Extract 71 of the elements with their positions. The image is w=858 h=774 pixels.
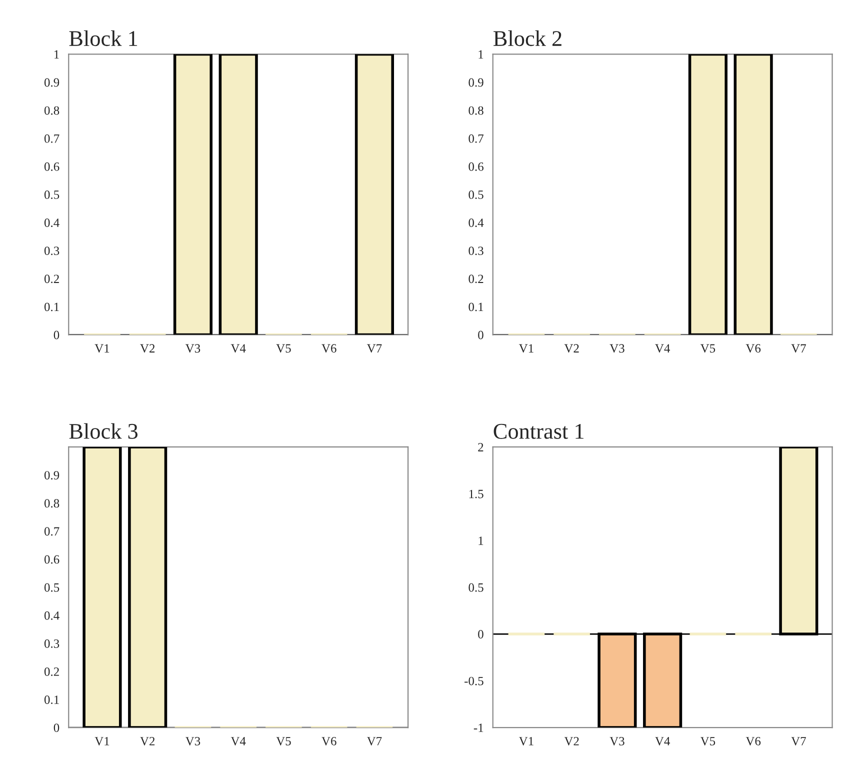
y-tick-label: 0.7 — [44, 134, 60, 143]
y-tick-label: 0 — [54, 330, 60, 340]
y-tick-label: 0.8 — [44, 106, 60, 115]
y-tick-label: 0.2 — [44, 274, 59, 284]
x-tick-label: V5 — [700, 737, 716, 746]
chart-title: Contrast 1 — [494, 424, 584, 439]
x-tick-label: V7 — [791, 737, 806, 746]
y-tick-label: 0.6 — [44, 555, 60, 564]
x-tick-label: V3 — [610, 736, 624, 746]
x-tick-label: V3 — [185, 736, 200, 746]
y-tick-label: 0 — [478, 630, 484, 638]
y-tick-label: 0.4 — [44, 611, 60, 620]
x-tick-label: V6 — [746, 344, 761, 353]
x-tick-label: V7 — [791, 344, 806, 353]
x-tick-label: V5 — [700, 344, 716, 353]
y-tick-label: 0.3 — [44, 246, 60, 256]
y-tick-label: 2 — [478, 443, 484, 452]
y-tick-label: 1.5 — [469, 490, 484, 498]
chart-title: Block 2 — [494, 30, 562, 46]
y-tick-label: 0.5 — [44, 583, 60, 592]
y-tick-label: 0.9 — [44, 78, 60, 87]
y-tick-label: 1 — [478, 50, 484, 59]
y-tick-label: 0.7 — [468, 134, 484, 143]
x-tick-label: V1 — [518, 344, 534, 353]
y-tick-label: 0 — [54, 724, 60, 732]
x-tick-label: V4 — [230, 737, 246, 746]
x-tick-label: V1 — [94, 344, 110, 353]
x-tick-label: V7 — [366, 344, 382, 353]
x-tick-label: V6 — [322, 736, 336, 746]
x-tick-label: V1 — [518, 737, 534, 746]
x-tick-label: V4 — [230, 344, 246, 353]
y-tick-label: 0.2 — [468, 274, 484, 284]
y-tick-label: 0.8 — [468, 106, 484, 115]
y-tick-label: 0.1 — [44, 696, 59, 704]
x-tick-label: V7 — [366, 737, 382, 746]
y-tick-label: 1 — [478, 536, 484, 545]
y-tick-label: -1 — [474, 724, 484, 732]
y-tick-label: 0.9 — [468, 78, 484, 87]
y-tick-label: 0.7 — [44, 527, 60, 536]
y-tick-label: 0.3 — [44, 639, 60, 648]
y-tick-label: 0.6 — [44, 162, 60, 171]
x-tick-label: V2 — [564, 344, 579, 353]
y-tick-label: 0.4 — [44, 218, 60, 228]
y-tick-label: 0.2 — [44, 667, 59, 676]
y-tick-label: 0.1 — [44, 302, 59, 312]
x-tick-label: V1 — [94, 737, 110, 746]
y-tick-label: 0.5 — [44, 190, 60, 199]
x-tick-label: V4 — [655, 737, 670, 746]
y-tick-label: 0.5 — [468, 583, 484, 592]
y-tick-label: 1 — [54, 50, 59, 59]
y-tick-label: 0 — [478, 330, 484, 340]
x-tick-label: V6 — [746, 736, 761, 746]
x-tick-label: V4 — [655, 344, 670, 353]
x-tick-label: V5 — [276, 737, 291, 746]
y-tick-label: 0.4 — [468, 218, 484, 228]
y-tick-label: 0.8 — [44, 499, 60, 508]
y-tick-label: 0.3 — [468, 246, 484, 256]
y-tick-label: 0.1 — [468, 302, 484, 312]
y-tick-label: 0.5 — [468, 190, 484, 199]
x-tick-label: V6 — [322, 344, 336, 353]
x-tick-label: V3 — [185, 344, 200, 353]
chart-title: Block 3 — [69, 423, 138, 439]
y-tick-label: 0.9 — [44, 471, 60, 480]
x-tick-label: V2 — [140, 736, 155, 746]
x-tick-label: V5 — [276, 344, 291, 353]
chart-title: Block 1 — [69, 30, 138, 46]
x-tick-label: V2 — [140, 344, 155, 353]
x-tick-label: V3 — [610, 344, 624, 353]
y-tick-label: -0.5 — [464, 676, 484, 686]
x-tick-label: V2 — [564, 736, 579, 746]
y-tick-label: 0.6 — [468, 162, 484, 171]
